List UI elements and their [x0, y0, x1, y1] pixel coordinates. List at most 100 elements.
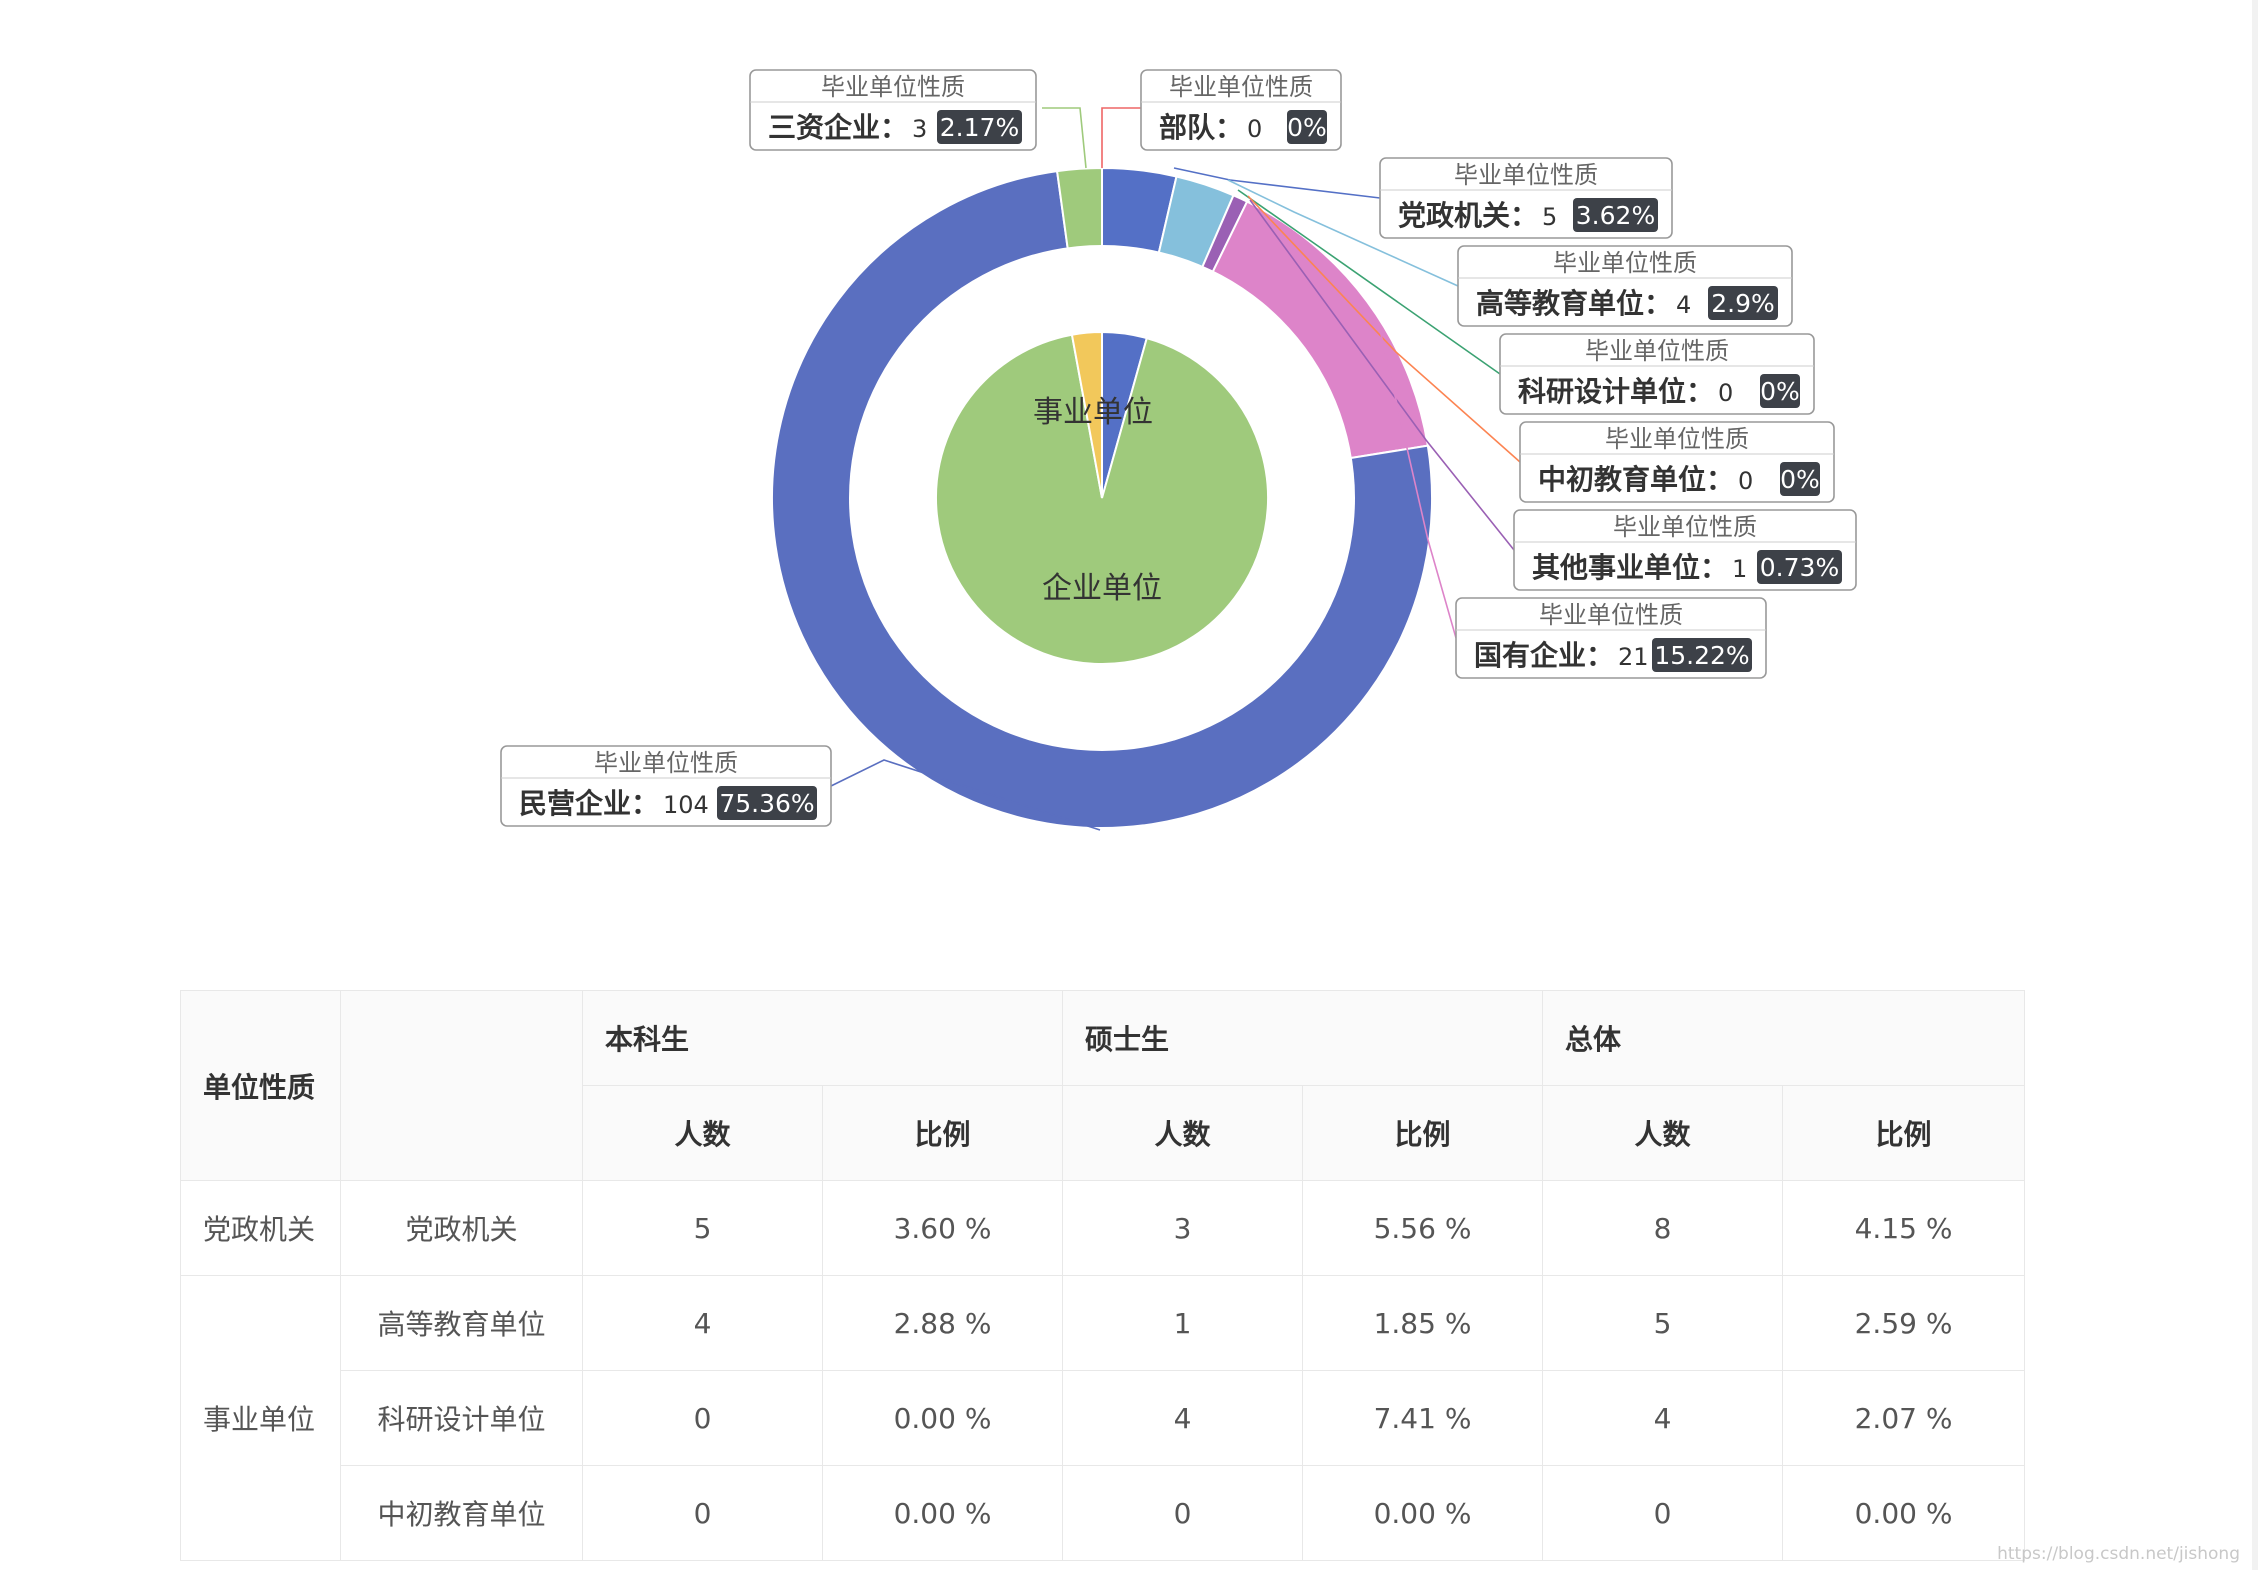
tooltip-percent-badge: [1757, 550, 1842, 584]
cell: 1.85 %: [1302, 1275, 1544, 1371]
label-leader-lines: [830, 107, 1521, 831]
tooltip-title: 毕业单位性质: [594, 749, 738, 777]
cell: 5.56 %: [1302, 1180, 1544, 1276]
cell: 2.07 %: [1782, 1370, 2026, 1466]
table-header-row-2: 人数 比例 人数 比例 人数 比例: [181, 1085, 2026, 1181]
tooltip-percent: 0%: [1287, 113, 1327, 142]
cell: 2.88 %: [821, 1275, 1064, 1371]
cell: 0.00 %: [821, 1465, 1064, 1561]
tooltip-name: 科研设计单位：: [1518, 375, 1714, 408]
table-row: 中初教育单位 0 0.00 % 0 0.00 % 0 0.00 %: [181, 1465, 2026, 1561]
inner-pie: [935, 330, 1269, 665]
leader-line-2: [1237, 189, 1501, 375]
tooltip-value: 104: [663, 791, 709, 819]
tooltip-percent: 0%: [1780, 465, 1820, 494]
tooltip-box: [1519, 421, 1835, 503]
cell: 1: [1062, 1275, 1304, 1371]
tooltip-percent-badge: [1652, 638, 1752, 672]
cell: 7.41 %: [1302, 1370, 1544, 1466]
tooltip-title: 毕业单位性质: [1539, 601, 1683, 629]
inner-label-qiye: 企业单位: [1042, 571, 1162, 606]
row-subcategory: 党政机关: [340, 1180, 583, 1276]
inner-slice-1[interactable]: [935, 333, 1269, 665]
tooltip-value: 4: [1676, 291, 1691, 319]
tooltip-name: 其他事业单位：: [1532, 551, 1728, 584]
subheader-ratio: 比例: [1782, 1085, 2026, 1181]
header-unit-type: 单位性质: [180, 990, 341, 1181]
tooltip-title: 毕业单位性质: [1613, 513, 1757, 541]
cell: 3.60 %: [821, 1180, 1064, 1276]
row-category: 党政机关: [180, 1180, 341, 1276]
tooltip-value: 0: [1718, 379, 1733, 407]
tooltip-name: 高等教育单位：: [1476, 287, 1672, 320]
tooltip-percent: 75.36%: [719, 789, 814, 818]
tooltip-name: 国有企业：: [1474, 639, 1614, 672]
cell: 0: [1542, 1465, 1784, 1561]
tooltip-percent-badge: [1708, 286, 1778, 320]
cell: 4.15 %: [1782, 1180, 2026, 1276]
tooltip-percent-badge: [717, 786, 817, 820]
subheader-count: 人数: [1062, 1085, 1304, 1181]
cell: 0.00 %: [1782, 1465, 2026, 1561]
header-total: 总体: [1542, 990, 2026, 1086]
tooltip-title: 毕业单位性质: [821, 73, 965, 101]
tooltip-value: 0: [1738, 467, 1753, 495]
cell: 8: [1542, 1180, 1784, 1276]
tooltip-percent: 2.17%: [940, 113, 1019, 142]
row-category: 事业单位: [180, 1275, 341, 1561]
tooltip-percent: 0%: [1760, 377, 1800, 406]
header-master: 硕士生: [1062, 990, 1544, 1086]
watermark: https://blog.csdn.net/jishong: [1997, 1544, 2240, 1564]
tooltip-title: 毕业单位性质: [1454, 161, 1598, 189]
tooltip-box: [1499, 333, 1815, 415]
tooltip-title: 毕业单位性质: [1605, 425, 1749, 453]
tooltip-percent-badge: [1760, 374, 1800, 408]
tooltip-name: 三资企业：: [768, 111, 908, 144]
table-row: 党政机关 党政机关 5 3.60 % 3 5.56 % 8 4.15 %: [180, 1180, 2026, 1276]
tooltip-title: 毕业单位性质: [1169, 73, 1313, 101]
tooltip-percent-badge: [1780, 462, 1820, 496]
leader-line-8: [1101, 107, 1141, 168]
cell: 0.00 %: [821, 1370, 1064, 1466]
inner-label-shiye: 事业单位: [1033, 395, 1153, 430]
tooltip-percent: 2.9%: [1711, 289, 1775, 318]
tooltip-name: 党政机关：: [1398, 199, 1538, 232]
tooltip-percent-badge: [937, 110, 1022, 144]
tooltip-percent-badge: [1287, 110, 1327, 144]
tooltip-value: 0: [1247, 115, 1262, 143]
cell: 4: [1542, 1370, 1784, 1466]
table-row: 事业单位 高等教育单位 4 2.88 % 1 1.85 % 5 2.59 %: [180, 1275, 2026, 1561]
employment-table: 单位性质 本科生 硕士生 总体 人数 比例 人数 比例 人数 比例 党政机关 党…: [180, 990, 2026, 1561]
tooltip-name: 民营企业：: [519, 787, 659, 820]
tooltip-percent: 3.62%: [1576, 201, 1655, 230]
tooltip-title: 毕业单位性质: [1585, 337, 1729, 365]
tooltip-name: 部队：: [1159, 111, 1243, 144]
row-subcategory: 高等教育单位: [340, 1275, 583, 1371]
header-undergrad: 本科生: [581, 990, 1064, 1086]
leader-line-3: [1247, 195, 1521, 463]
tooltip-title: 毕业单位性质: [1553, 249, 1697, 277]
leader-line-4: [1249, 199, 1515, 551]
cell: 2.59 %: [1782, 1275, 2026, 1371]
tooltip-percent-badge: [1573, 198, 1658, 232]
cell: 3: [1062, 1180, 1304, 1276]
scrollbar-track[interactable]: [2252, 0, 2258, 1570]
leader-line-1: [1227, 179, 1459, 287]
cell: 0.00 %: [1302, 1465, 1544, 1561]
row-subcategory: 科研设计单位: [340, 1370, 583, 1466]
cell: 4: [1062, 1370, 1304, 1466]
tooltip-value: 3: [912, 115, 927, 143]
inner-slice-2[interactable]: [1070, 330, 1103, 499]
cell: 5: [1542, 1275, 1784, 1371]
cell: 4: [582, 1275, 823, 1371]
